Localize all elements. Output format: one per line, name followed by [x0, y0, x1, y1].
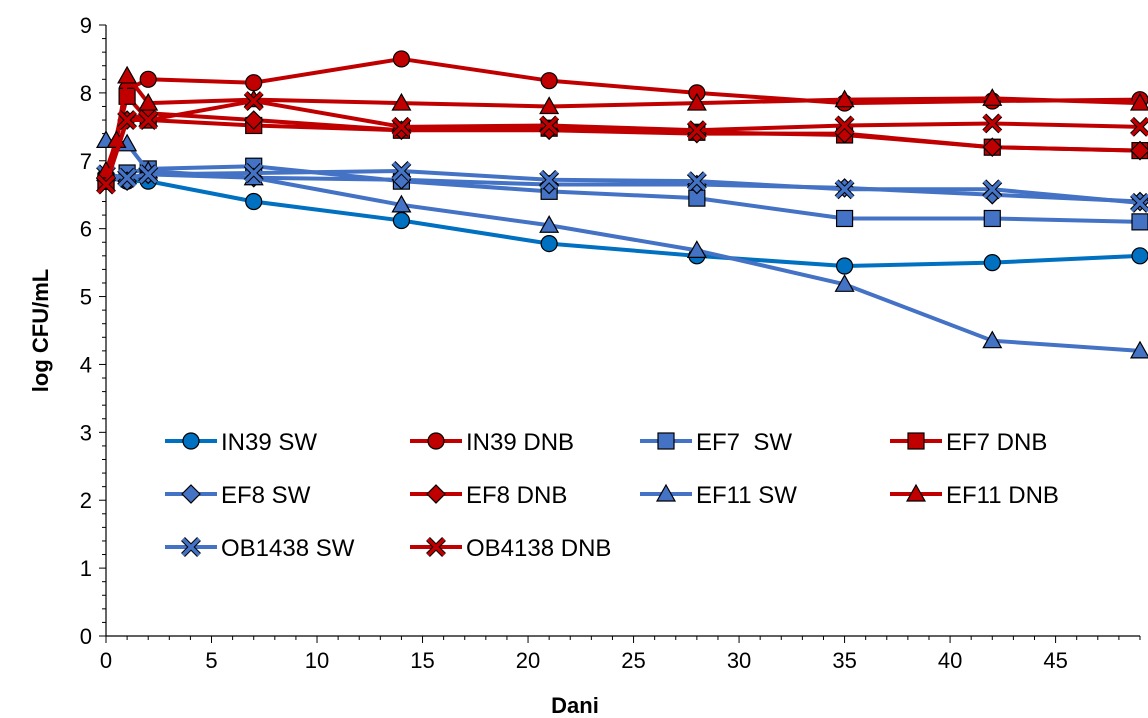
legend-entry: EF7 DNB — [890, 429, 1047, 456]
data-point — [541, 73, 557, 89]
legend-marker — [182, 485, 200, 503]
legend-label: EF8 DNB — [466, 482, 567, 509]
y-tick-label: 2 — [80, 488, 92, 513]
legend-label: IN39 SW — [221, 429, 317, 456]
legend-marker — [427, 485, 445, 503]
data-point — [837, 210, 853, 226]
x-axis-title: Dani — [551, 693, 599, 718]
data-point — [984, 255, 1000, 271]
legend-label: IN39 DNB — [466, 429, 574, 456]
x-tick-label: 0 — [100, 648, 112, 673]
data-point — [541, 236, 557, 252]
series-layer — [97, 51, 1148, 358]
y-tick-label: 3 — [80, 420, 92, 445]
data-point — [837, 258, 853, 274]
x-tick-label: 45 — [1043, 648, 1067, 673]
y-tick-label: 0 — [80, 624, 92, 649]
data-point — [393, 51, 409, 67]
legend-entry: EF8 DNB — [410, 482, 567, 509]
legend-entry: IN39 DNB — [410, 429, 574, 456]
y-tick-label: 7 — [80, 149, 92, 174]
data-point — [984, 210, 1000, 226]
x-tick-label: 35 — [832, 648, 856, 673]
legend-entry: EF11 SW — [640, 482, 797, 509]
legend-label: EF8 SW — [221, 482, 311, 509]
legend-label: EF7 SW — [696, 429, 792, 456]
data-point — [118, 67, 136, 83]
data-point — [140, 71, 156, 87]
legend-entry: EF11 DNB — [890, 482, 1059, 509]
y-tick-label: 1 — [80, 556, 92, 581]
y-tick-label: 9 — [80, 13, 92, 38]
y-tick-label: 8 — [80, 81, 92, 106]
x-tick-label: 20 — [516, 648, 540, 673]
legend-entry: OB1438 SW — [165, 535, 355, 562]
x-tick-label: 30 — [727, 648, 751, 673]
x-tick-label: 25 — [621, 648, 645, 673]
legend-entry: EF7 SW — [640, 429, 792, 456]
data-point — [246, 75, 262, 91]
legend-marker — [908, 433, 924, 449]
x-tick-label: 15 — [410, 648, 434, 673]
y-axis-title: log CFU/mL — [28, 269, 53, 392]
data-point — [1132, 248, 1148, 264]
legend: IN39 SW IN39 DNB EF7 SW EF7 DNB EF8 SW EF8 DN… — [165, 429, 1059, 562]
legend-label: OB4138 DNB — [466, 535, 611, 562]
axes: 01234567890 5 10 15 20 25 30 35 40 45 — [80, 13, 1140, 673]
x-tick-label: 40 — [938, 648, 962, 673]
legend-entry: IN39 SW — [165, 429, 317, 456]
legend-marker — [183, 433, 199, 449]
legend-entry: EF8 SW — [165, 482, 311, 509]
legend-label: EF7 DNB — [946, 429, 1047, 456]
data-point — [1132, 214, 1148, 230]
legend-label: OB1438 SW — [221, 535, 355, 562]
y-tick-label: 6 — [80, 217, 92, 242]
x-tick-label: 5 — [205, 648, 217, 673]
data-point — [246, 194, 262, 210]
legend-marker — [658, 433, 674, 449]
y-tick-label: 5 — [80, 285, 92, 310]
data-point — [393, 213, 409, 229]
legend-entry: OB4138 DNB — [410, 535, 611, 562]
legend-label: EF11 SW — [696, 482, 797, 509]
x-tick-label: 10 — [305, 648, 329, 673]
y-tick-label: 4 — [80, 352, 92, 377]
legend-label: EF11 DNB — [946, 482, 1059, 509]
legend-marker — [428, 433, 444, 449]
